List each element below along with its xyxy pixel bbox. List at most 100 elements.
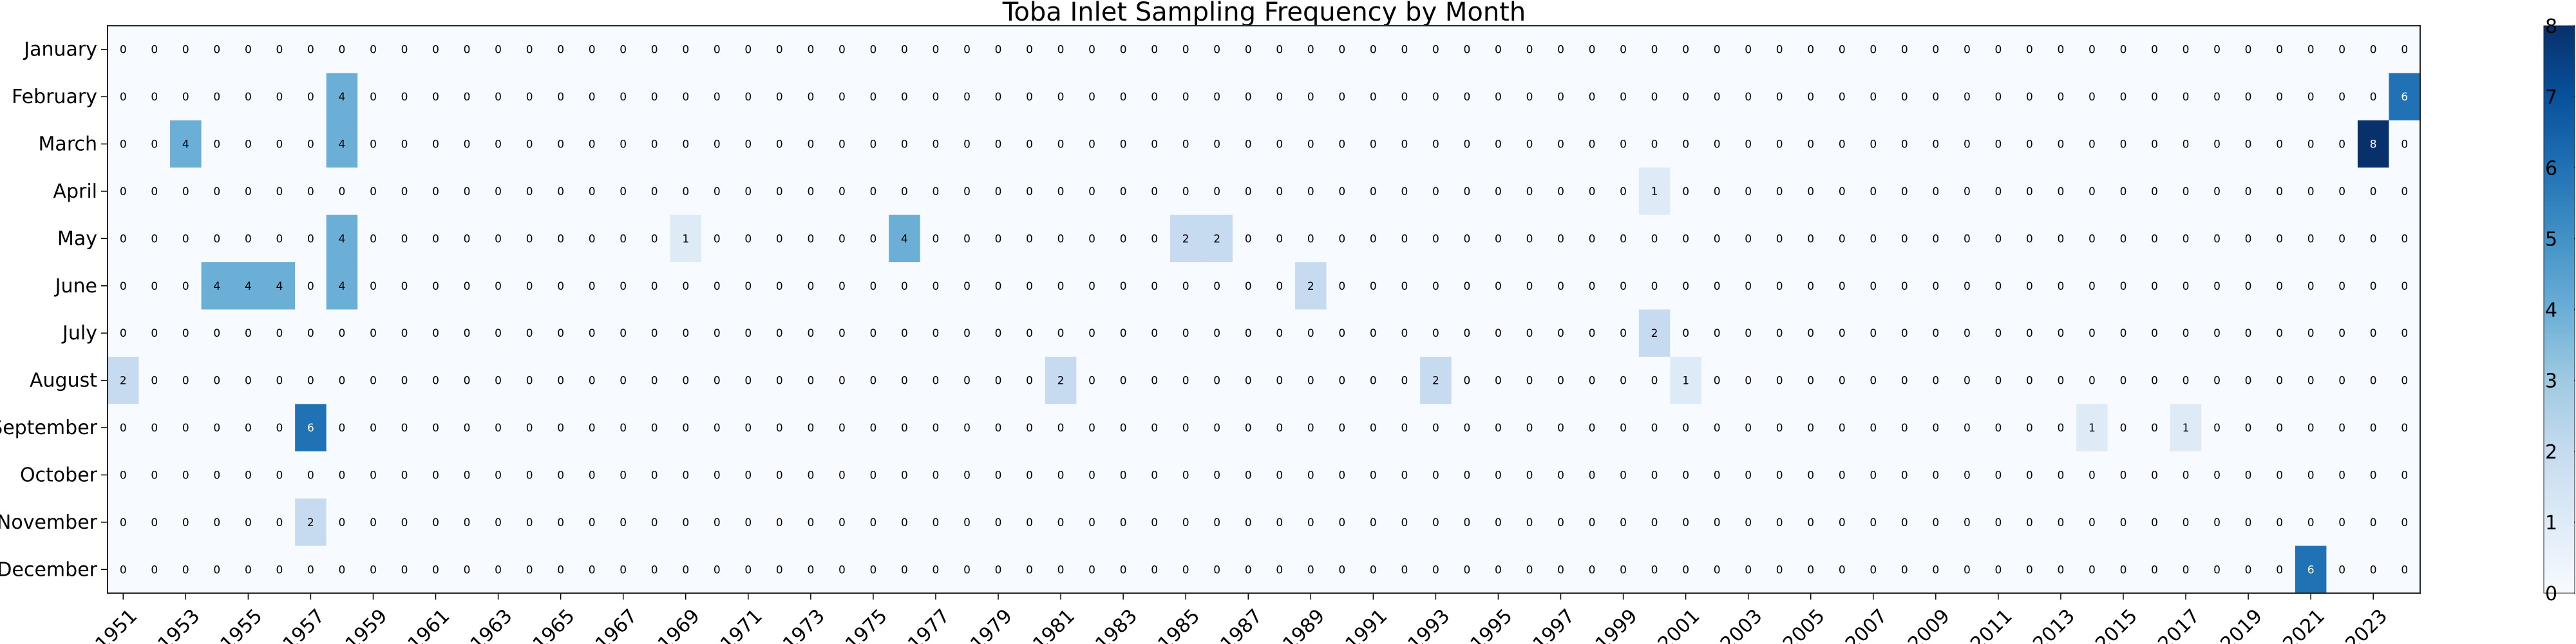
cell-value-label: 0 — [2370, 469, 2377, 482]
heatmap-cell — [1607, 120, 1640, 168]
cell-value-label: 1 — [1651, 185, 1658, 198]
heatmap-cell — [1576, 309, 1608, 357]
cell-value-label: 0 — [370, 516, 377, 529]
cell-value-label: 0 — [1901, 422, 1908, 435]
heatmap-cell — [2201, 26, 2233, 74]
x-tick-label: 1953 — [154, 605, 205, 644]
cell-value-label: 0 — [151, 422, 158, 435]
cell-value-label: 0 — [401, 327, 408, 340]
heatmap-cell — [1045, 545, 1077, 594]
cell-value-label: 0 — [714, 185, 721, 198]
heatmap-cell — [1139, 545, 1171, 594]
heatmap-cell — [1513, 214, 1546, 263]
cell-value-label: 0 — [2213, 375, 2221, 388]
cell-value-label: 0 — [776, 185, 783, 198]
cell-value-label: 0 — [744, 280, 752, 293]
heatmap-cell — [920, 498, 952, 547]
cell-value-label: 0 — [651, 375, 658, 388]
cell-value-label: 0 — [2338, 44, 2345, 57]
heatmap-cell — [701, 73, 734, 121]
cell-value-label: 0 — [182, 564, 189, 576]
heatmap-cell — [889, 262, 921, 310]
cell-value-label: 0 — [1182, 516, 1189, 529]
heatmap-cell — [2076, 545, 2108, 594]
heatmap-cell — [451, 167, 483, 216]
heatmap-cell — [857, 73, 889, 121]
cell-value-label: 0 — [2245, 185, 2252, 198]
cell-value-label: 0 — [1932, 327, 1939, 340]
heatmap-cell — [513, 73, 545, 121]
cell-value-label: 0 — [1994, 232, 2002, 245]
heatmap-cell — [982, 309, 1014, 357]
heatmap-cell — [1920, 262, 1952, 310]
cell-value-label: 0 — [995, 516, 1002, 529]
cell-value-label: 0 — [1401, 516, 1408, 529]
heatmap-cell — [1107, 73, 1139, 121]
heatmap-cell — [1607, 404, 1640, 452]
heatmap-cell — [1732, 120, 1765, 168]
cell-value-label: 0 — [1026, 138, 1033, 151]
cell-value-label: 0 — [1589, 327, 1596, 340]
heatmap-cell — [108, 262, 140, 310]
heatmap-cell — [170, 26, 202, 74]
y-tick-label: January — [23, 39, 97, 61]
cell-value-label: 0 — [620, 564, 627, 576]
cell-value-label: 2 — [307, 516, 314, 529]
heatmap-cell — [1201, 451, 1233, 499]
heatmap-cell — [1763, 120, 1796, 168]
heatmap-cell — [1139, 167, 1171, 216]
cell-value-label: 0 — [213, 516, 220, 529]
cell-value-label: 0 — [1870, 138, 1877, 151]
cell-value-label: 0 — [1557, 375, 1564, 388]
cell-value-label: 0 — [933, 280, 940, 293]
heatmap-cell — [2357, 262, 2390, 310]
cell-value-label: 0 — [1151, 138, 1158, 151]
heatmap-cell — [795, 73, 827, 121]
cell-value-label: 0 — [995, 44, 1002, 57]
heatmap-cell — [545, 404, 577, 452]
cell-value-label: 0 — [276, 185, 283, 198]
heatmap-cell — [951, 498, 983, 547]
heatmap-cell — [2139, 356, 2171, 404]
cell-value-label: 0 — [2151, 564, 2158, 576]
cell-value-label: 0 — [464, 185, 471, 198]
cell-value-label: 0 — [1213, 327, 1220, 340]
cell-value-label: 4 — [182, 138, 189, 151]
heatmap-cell — [1701, 120, 1734, 168]
heatmap-cell — [2389, 214, 2421, 263]
heatmap-cell — [1545, 167, 1577, 216]
cell-value-label: 0 — [432, 375, 439, 388]
cell-value-label: 0 — [1557, 138, 1564, 151]
cell-value-label: 0 — [526, 280, 533, 293]
heatmap-cell — [1732, 262, 1765, 310]
cell-value-label: 0 — [495, 138, 502, 151]
heatmap-cell — [1857, 262, 1889, 310]
cell-value-label: 0 — [2088, 564, 2096, 576]
x-tick-label: 2021 — [2278, 605, 2329, 644]
heatmap-cell — [357, 498, 390, 547]
heatmap-cell — [482, 167, 515, 216]
heatmap-cell — [1826, 404, 1859, 452]
cell-value-label: 0 — [1620, 185, 1627, 198]
heatmap-cell — [2264, 214, 2296, 263]
cell-value-label: 0 — [933, 516, 940, 529]
cell-value-label: 0 — [2088, 91, 2096, 104]
heatmap-cell — [1795, 498, 1827, 547]
cell-value-label: 0 — [807, 280, 814, 293]
heatmap-cell — [1982, 404, 2014, 452]
heatmap-cell — [826, 498, 858, 547]
heatmap-cell — [2295, 73, 2327, 121]
heatmap-cell — [1951, 309, 1984, 357]
cell-value-label: 0 — [1213, 138, 1220, 151]
x-tick-label: 1991 — [1341, 605, 1392, 644]
heatmap-cell — [1513, 451, 1546, 499]
cell-value-label: 0 — [1557, 232, 1564, 245]
heatmap-cell — [1451, 451, 1483, 499]
heatmap-cell — [2107, 262, 2139, 310]
heatmap-cell — [420, 26, 452, 74]
cell-value-label: 0 — [1651, 469, 1658, 482]
cell-value-label: 0 — [339, 422, 346, 435]
cell-value-label: 0 — [401, 91, 408, 104]
cell-value-label: 0 — [120, 138, 127, 151]
colorbar-tick-label: 2 — [2545, 441, 2557, 464]
